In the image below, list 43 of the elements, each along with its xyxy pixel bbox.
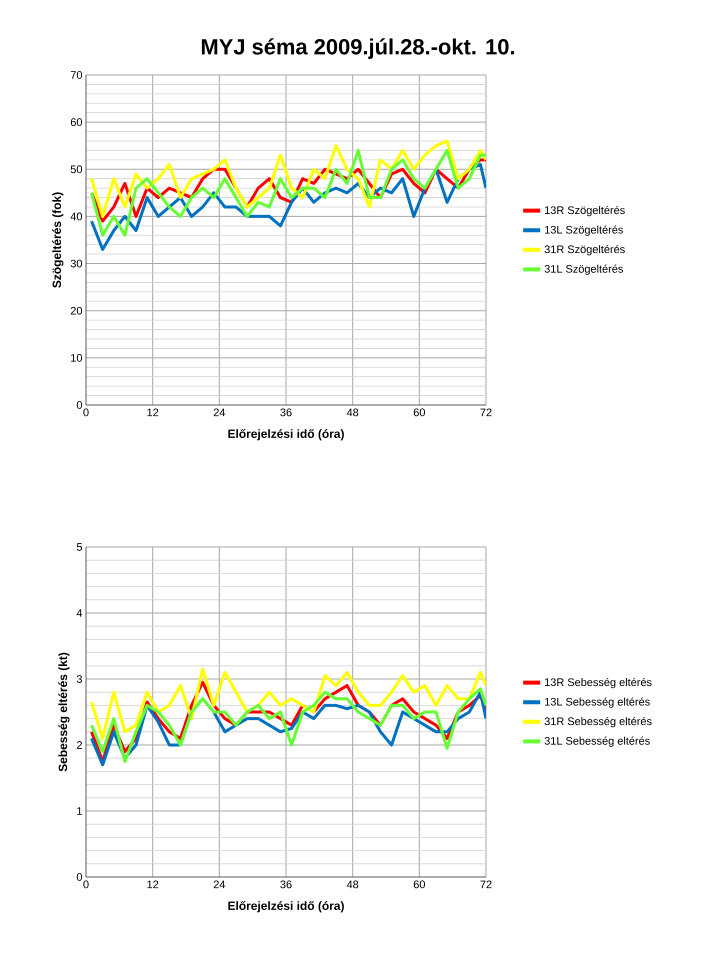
y-tick-label: 2 [76, 741, 82, 749]
y-tick-label: 40 [70, 212, 82, 220]
x-axis-title: Előrejelzési idő (óra) [228, 901, 344, 912]
legend-label: 13L Sebesség eltérés [545, 697, 650, 708]
y-axis-title: Szögeltérés (fok) [52, 192, 64, 288]
chart-title: MYJ séma 2009.júl.28.-okt. 10. [202, 38, 514, 59]
x-tick-label: 48 [346, 880, 358, 888]
y-tick-label: 60 [70, 118, 82, 126]
y-tick-label: 3 [76, 675, 82, 683]
x-tick-label: 72 [480, 408, 492, 416]
legend-label: 31R Sebesség eltérés [544, 716, 652, 728]
y-tick-label: 4 [76, 609, 82, 617]
y-axis-title: Sebesség eltérés (kt) [58, 652, 70, 772]
y-tick-label: 1 [77, 807, 82, 815]
x-axis-title: Előrejelzési idő (óra) [228, 429, 344, 440]
x-tick-label: 72 [480, 880, 492, 888]
y-tick-label: 0 [76, 873, 82, 881]
x-tick-label: 24 [214, 408, 226, 416]
y-tick-label: 0 [76, 401, 82, 409]
legend-label: 13R Sebesség eltérés [545, 678, 652, 688]
y-tick-label: 5 [76, 543, 82, 551]
y-tick-label: 30 [70, 260, 82, 268]
y-tick-label: 70 [70, 71, 82, 79]
x-tick-label: 48 [346, 408, 358, 416]
y-tick-label: 50 [70, 165, 82, 174]
x-tick-label: 0 [83, 880, 89, 888]
x-tick-label: 12 [147, 880, 158, 888]
line-series [90, 668, 486, 740]
legend-label: 31R Szögeltérés [544, 244, 625, 256]
legend-label: 31L Szögeltérés [544, 264, 623, 275]
legend-label: 13R Szögeltérés [545, 206, 625, 216]
x-tick-label: 0 [83, 408, 89, 416]
x-tick-label: 36 [280, 408, 292, 416]
legend-label: 31L Sebesség eltérés [544, 736, 650, 747]
x-tick-label: 12 [147, 408, 158, 416]
x-tick-label: 24 [214, 880, 226, 888]
legend-label: 13L Szögeltérés [545, 225, 623, 236]
line-series [90, 148, 486, 237]
x-tick-label: 60 [414, 880, 425, 888]
y-tick-label: 20 [70, 306, 82, 315]
x-tick-label: 36 [280, 880, 292, 888]
x-tick-label: 60 [414, 408, 425, 416]
y-tick-label: 10 [71, 354, 82, 362]
